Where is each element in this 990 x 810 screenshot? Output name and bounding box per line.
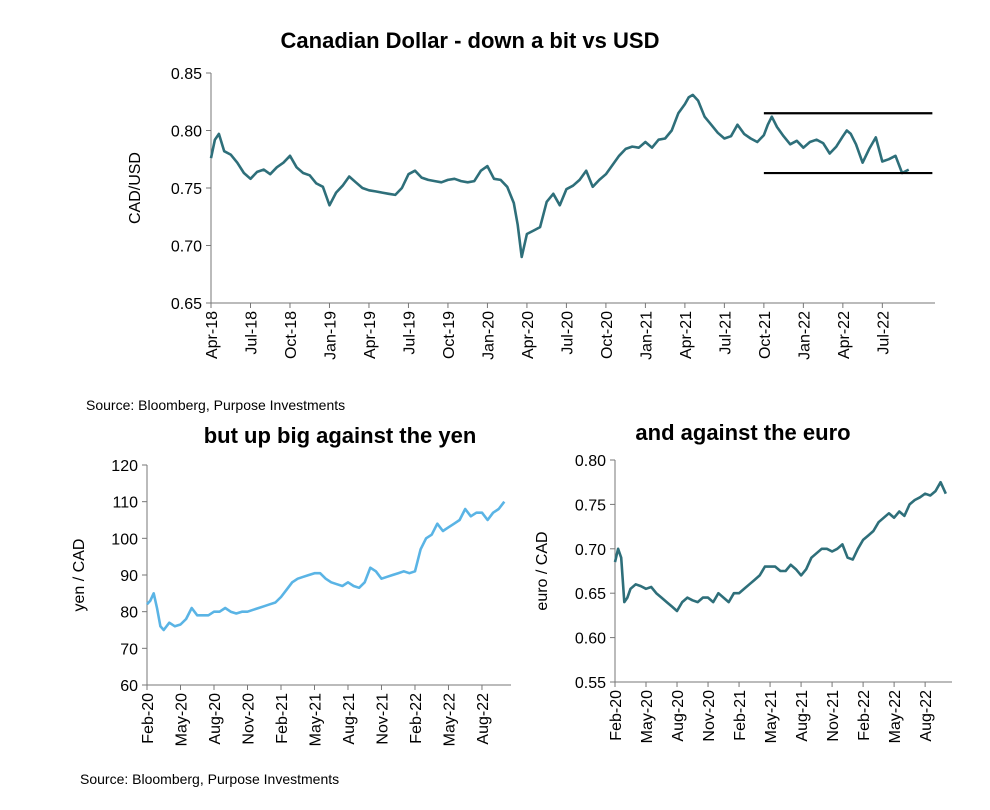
y-tick-label: 0.70 (575, 542, 606, 559)
x-tick-label: Jan-20 (480, 311, 497, 360)
y-tick-label: 90 (120, 568, 138, 585)
x-tick-label: May-22 (441, 693, 458, 746)
y-axis-label: CAD/USD (127, 152, 144, 224)
x-tick-label: Apr-18 (204, 311, 221, 359)
y-tick-label: 0.60 (575, 631, 606, 648)
x-tick-label: Apr-20 (520, 311, 537, 359)
y-axis-label: euro / CAD (534, 531, 551, 610)
x-tick-label: Jul-22 (875, 311, 892, 355)
x-tick-label: Feb-21 (732, 690, 749, 741)
x-tick-label: Oct-19 (441, 311, 458, 359)
y-tick-label: 0.75 (171, 181, 202, 198)
x-tick-label: Nov-20 (240, 693, 257, 745)
y-tick-label: 0.85 (171, 66, 202, 83)
x-tick-label: Jan-19 (322, 311, 339, 360)
x-tick-label: Aug-21 (794, 690, 811, 742)
y-tick-label: 0.80 (575, 453, 606, 470)
x-tick-label: May-20 (173, 693, 190, 746)
source-note-bottom: Source: Bloomberg, Purpose Investments (80, 771, 340, 787)
x-tick-label: Jan-21 (638, 311, 655, 360)
y-tick-label: 0.65 (171, 296, 202, 313)
x-tick-label: Aug-20 (207, 693, 224, 745)
y-tick-label: 60 (120, 678, 138, 695)
y-tick-label: 0.70 (171, 239, 202, 256)
y-tick-label: 0.65 (575, 586, 606, 603)
y-tick-label: 80 (120, 605, 138, 622)
x-tick-label: Feb-22 (408, 693, 425, 744)
chart-title: and against the euro (635, 420, 850, 445)
x-tick-label: Jul-19 (401, 311, 418, 355)
chart-title: but up big against the yen (204, 423, 477, 448)
x-tick-label: Aug-20 (670, 690, 687, 742)
series-line (209, 93, 910, 259)
x-tick-label: Aug-21 (341, 693, 358, 745)
x-tick-label: Nov-21 (374, 693, 391, 745)
x-tick-label: Aug-22 (918, 690, 935, 742)
x-tick-label: Apr-19 (362, 311, 379, 359)
euro-cad-chart: and against the euro euro / CAD 0.55 0.60 0.… (534, 420, 952, 743)
x-tick-label: May-20 (639, 690, 656, 743)
series-line (146, 500, 506, 632)
y-tick-label: 110 (112, 495, 138, 512)
x-tick-label: Apr-22 (836, 311, 853, 359)
y-tick-label: 0.55 (575, 675, 606, 692)
x-tick-label: Feb-21 (274, 693, 291, 744)
x-tick-label: May-21 (307, 693, 324, 746)
x-tick-label: Feb-20 (608, 690, 625, 741)
y-tick-label: 0.80 (171, 124, 202, 141)
x-tick-label: May-22 (887, 690, 904, 743)
chart-title: Canadian Dollar - down a bit vs USD (281, 28, 660, 53)
x-tick-label: May-21 (763, 690, 780, 743)
y-axis-label: yen / CAD (71, 539, 88, 612)
yen-cad-chart: but up big against the yen yen / CAD 60 70 8… (71, 423, 511, 746)
y-tick-label: 120 (111, 458, 138, 475)
x-tick-label: Jul-18 (243, 311, 260, 355)
cad-usd-chart: Canadian Dollar - down a bit vs USD CAD/U… (127, 28, 935, 360)
x-tick-label: Jul-20 (559, 311, 576, 355)
source-note-top: Source: Bloomberg, Purpose Investments (86, 397, 346, 413)
y-tick-label: 70 (120, 641, 138, 658)
x-tick-label: Jan-22 (796, 311, 813, 360)
x-tick-label: Oct-20 (599, 311, 616, 359)
x-tick-label: Oct-21 (757, 311, 774, 359)
y-tick-label: 100 (111, 531, 138, 548)
x-tick-label: Feb-22 (856, 690, 873, 741)
y-tick-label: 0.75 (575, 497, 606, 514)
x-tick-label: Nov-20 (701, 690, 718, 742)
x-tick-label: Jul-21 (717, 311, 734, 355)
x-tick-label: Apr-21 (678, 311, 695, 359)
x-tick-label: Aug-22 (475, 693, 492, 745)
x-tick-label: Oct-18 (283, 311, 300, 359)
x-tick-label: Feb-20 (140, 693, 157, 744)
series-line (613, 480, 947, 613)
x-tick-label: Nov-21 (825, 690, 842, 742)
